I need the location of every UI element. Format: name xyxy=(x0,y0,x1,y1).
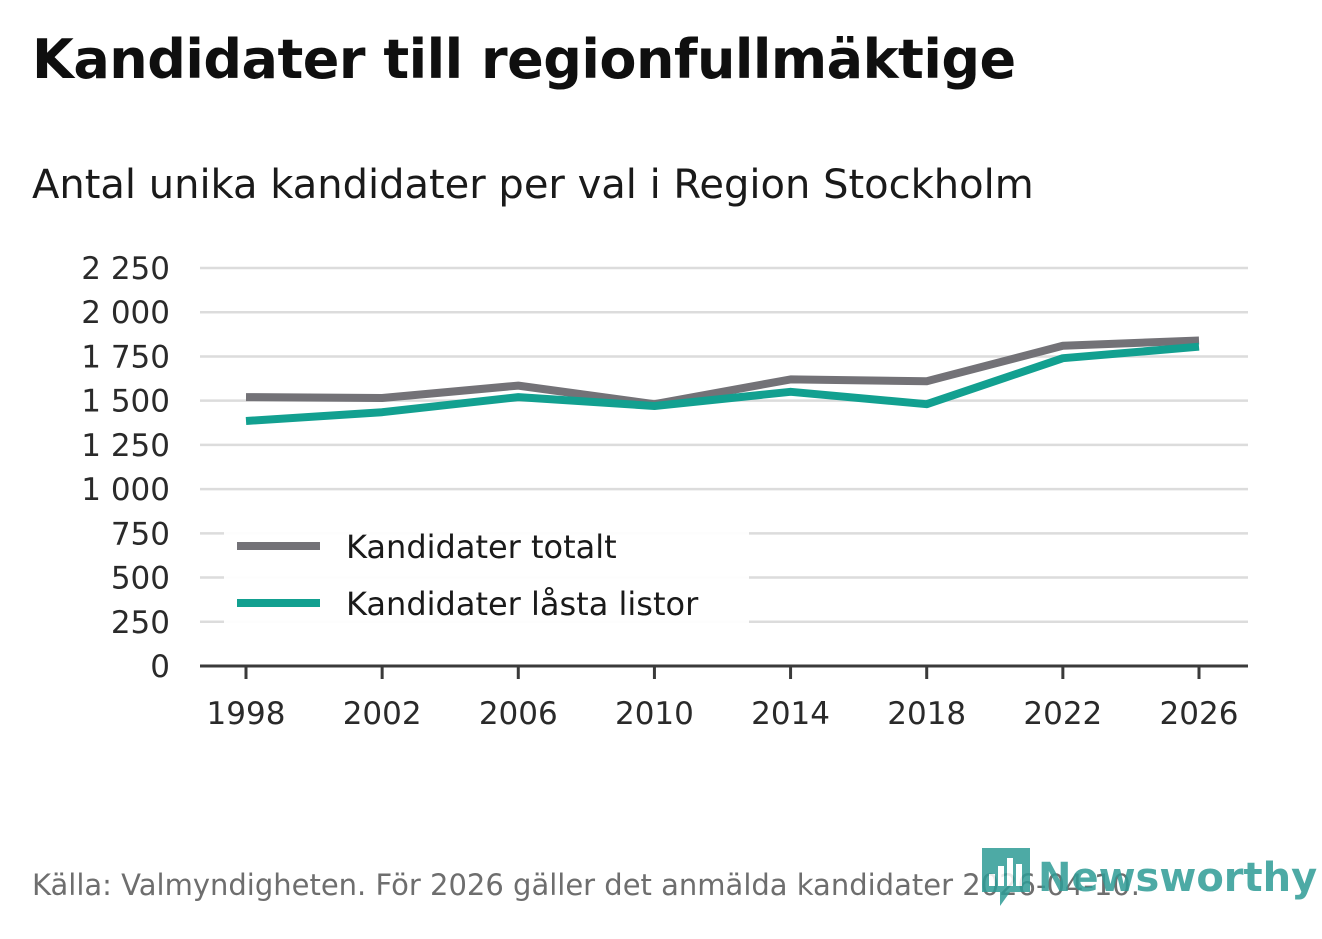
y-tick-label: 2 250 xyxy=(81,251,170,287)
y-tick-label: 0 xyxy=(150,649,170,685)
source-note: Källa: Valmyndigheten. För 2026 gäller d… xyxy=(32,868,1140,902)
x-tick-label: 2022 xyxy=(1023,696,1102,732)
x-tick-label: 2010 xyxy=(615,696,694,732)
x-tick-label: 2006 xyxy=(479,696,558,732)
y-tick-label: 750 xyxy=(111,516,170,552)
y-axis-labels: 0 250 500 750 1 000 1 250 1 500 1 750 2 000 2 250 xyxy=(81,251,170,685)
brand-name: Newsworthy xyxy=(1038,855,1318,901)
x-tick-label: 2018 xyxy=(887,696,966,732)
legend-background xyxy=(224,520,749,628)
x-tick-label: 2026 xyxy=(1160,696,1239,732)
x-axis-labels: 1998 2002 2006 2010 2014 2018 2022 2026 xyxy=(207,696,1239,732)
x-axis xyxy=(200,664,1248,679)
y-tick-label: 500 xyxy=(111,561,170,597)
bar-chart-speech-bubble-icon xyxy=(980,844,1032,912)
legend: Kandidater totalt Kandidater låsta listor xyxy=(224,520,749,628)
y-tick-label: 1 250 xyxy=(81,428,170,464)
y-tick-label: 1 500 xyxy=(81,384,170,420)
legend-label: Kandidater låsta listor xyxy=(346,585,699,623)
chart-subtitle: Antal unika kandidater per val i Region … xyxy=(32,162,1034,208)
series-line-locked-lists xyxy=(245,342,1200,425)
y-tick-label: 2 000 xyxy=(81,295,170,331)
y-tick-label: 250 xyxy=(111,605,170,641)
x-tick-label: 2014 xyxy=(751,696,830,732)
x-tick-label: 1998 xyxy=(207,696,286,732)
chart-title: Kandidater till regionfullmäktige xyxy=(32,28,1016,91)
brand-logo[interactable]: Newsworthy xyxy=(980,846,1317,910)
series-line-total xyxy=(245,336,1200,409)
legend-label: Kandidater totalt xyxy=(346,528,617,566)
y-tick-label: 1 750 xyxy=(81,339,170,375)
y-tick-label: 1 000 xyxy=(81,472,170,508)
x-tick-label: 2002 xyxy=(343,696,422,732)
series-lines xyxy=(245,336,1200,425)
